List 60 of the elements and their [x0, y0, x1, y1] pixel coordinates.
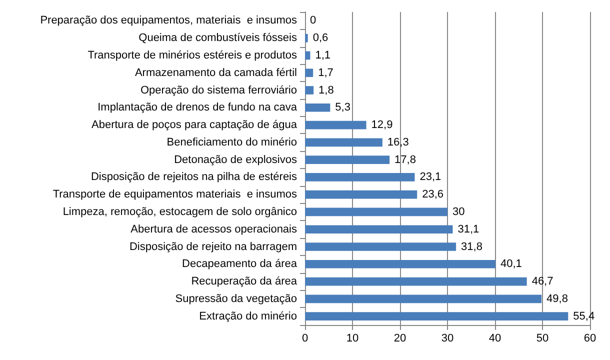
- bar: [305, 294, 542, 304]
- data-label: 0: [310, 14, 316, 27]
- y-tick-label: Recuperação da área: [191, 276, 298, 288]
- data-label: 30: [452, 206, 465, 218]
- x-tick-label: 40: [488, 332, 502, 344]
- bar: [305, 68, 314, 78]
- x-tick-label: 10: [346, 332, 359, 344]
- bar: [305, 103, 330, 112]
- y-tick-label: Abertura de acessos operacionais: [130, 223, 298, 236]
- data-label: 12,9: [371, 119, 393, 132]
- data-label: 16,3: [387, 136, 409, 148]
- data-label: 49,8: [546, 292, 568, 305]
- y-tick-label: Decapeamento da área: [182, 258, 298, 270]
- y-tick-label: Supressão da vegetação: [175, 292, 297, 305]
- bar: [305, 260, 496, 268]
- y-tick-label: Queima de combustíveis fósseis: [138, 32, 298, 44]
- data-label: 40,1: [500, 258, 522, 270]
- bar: [305, 156, 390, 164]
- data-label: 55,4: [573, 310, 595, 322]
- data-label: 31,8: [461, 240, 482, 253]
- x-tick-label: 60: [584, 332, 596, 344]
- y-tick-label: Disposição de rejeito na barragem: [129, 240, 297, 253]
- y-tick-label: Limpeza, remoção, estocagem de solo orgânico: [62, 206, 297, 218]
- data-label: 1,8: [318, 84, 334, 96]
- x-tick-label: 20: [394, 332, 406, 344]
- y-tick-label: Operação do sistema ferroviário: [140, 84, 297, 96]
- x-tick-label: 50: [536, 332, 549, 344]
- y-tick-label: Beneficiamento do minério: [166, 136, 297, 148]
- bar: [305, 242, 456, 251]
- data-label: 1,7: [318, 66, 334, 79]
- data-label: 17,8: [394, 154, 416, 166]
- bar: [305, 138, 382, 147]
- bar: [305, 173, 415, 182]
- data-label: 0,6: [312, 32, 328, 44]
- data-label: 23,6: [422, 188, 444, 201]
- bar: [305, 312, 568, 320]
- bar: [305, 120, 366, 130]
- data-label: 23,1: [420, 171, 442, 184]
- x-tick-label: 0: [302, 332, 308, 344]
- y-tick-label: Preparação dos equipamentos, materiais e insumos: [40, 14, 298, 27]
- bar: [305, 225, 453, 234]
- data-label: 1,1: [315, 49, 331, 62]
- y-tick-label: Detonação de explosivos: [174, 154, 298, 166]
- y-tick-label: Abertura de poços para captação de água: [92, 119, 298, 132]
- y-tick-label: Implantação de drenos de fundo na cava: [98, 102, 298, 114]
- x-tick-label: 30: [441, 332, 454, 344]
- bar: [305, 277, 527, 286]
- bar: [305, 34, 308, 42]
- data-label: 5,3: [335, 102, 350, 114]
- data-label: 31,1: [458, 223, 480, 236]
- y-tick-label: Disposição de rejeitos na pilha de estéreis: [90, 171, 298, 184]
- bar: [305, 51, 310, 60]
- y-tick-label: Transporte de minérios estéreis e produtos: [88, 49, 298, 62]
- bar: [305, 86, 314, 94]
- bar: [305, 190, 418, 199]
- y-tick-label: Transporte de equipamentos materiais e insumos: [52, 188, 298, 201]
- y-tick-label: Extração do minério: [199, 310, 297, 322]
- bar: [305, 208, 448, 216]
- data-label: 46,7: [532, 276, 554, 288]
- y-tick-label: Armazenamento da camada fértil: [134, 66, 297, 79]
